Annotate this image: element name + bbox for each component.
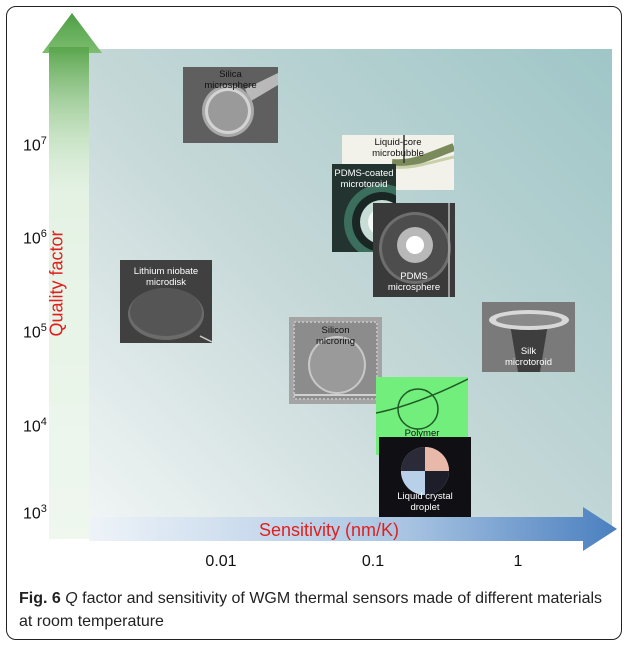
lithium-niobate-microdisk-image: Lithium niobate microdisk xyxy=(120,260,212,343)
caption-fig-number: Fig. 6 xyxy=(19,590,61,607)
silicon-microring-image: Silicon microring xyxy=(289,317,382,404)
liquid-core-microbubble-image: Liquid-core microbubble xyxy=(342,135,454,190)
x-axis-arrow xyxy=(89,507,617,551)
caption-q-symbol: Q xyxy=(65,590,78,607)
pdms-microsphere-label: PDMS microsphere xyxy=(387,271,441,293)
figure-caption: Fig. 6 Q factor and sensitivity of WGM t… xyxy=(19,587,609,633)
silica-microsphere-image: Silica microsphere xyxy=(183,67,278,143)
figure-frame: Quality factor Sensitivity (nm/K) 107 10… xyxy=(6,6,622,640)
caption-text: factor and sensitivity of WGM thermal se… xyxy=(19,590,603,630)
x-tick-0.1: 0.1 xyxy=(361,553,385,570)
y-tick-1e4: 104 xyxy=(23,416,47,436)
y-tick-1e3: 103 xyxy=(23,503,47,523)
y-axis-arrow-head xyxy=(42,13,102,53)
silica-microsphere-label: Silica microsphere xyxy=(204,69,257,91)
y-tick-1e7: 107 xyxy=(23,135,47,155)
pdms-microsphere-image: PDMS microsphere xyxy=(373,203,455,297)
liquid-core-microbubble-label: Liquid-core microbubble xyxy=(372,137,424,159)
silk-microtoroid-image: Silk microtoroid xyxy=(482,302,575,372)
x-tick-1: 1 xyxy=(513,553,523,570)
silk-microtoroid-label: Silk microtoroid xyxy=(505,346,552,368)
x-axis-label: Sensitivity (nm/K) xyxy=(259,520,400,540)
y-axis-label: Quality factor xyxy=(46,230,67,337)
liquid-crystal-droplet-label: Liquid crystal droplet xyxy=(397,491,453,513)
pdms-coated-microtoroid-label: PDMS-coated microtoroid xyxy=(334,168,394,190)
liquid-crystal-droplet-image: Liquid crystal droplet xyxy=(379,437,471,517)
silicon-microring-label: Silicon microring xyxy=(315,325,356,347)
y-tick-1e6: 106 xyxy=(23,228,47,248)
lithium-niobate-microdisk-label: Lithium niobate microdisk xyxy=(133,266,199,288)
y-tick-1e5: 105 xyxy=(23,322,47,342)
y-axis-arrow-shaft xyxy=(49,47,89,197)
x-tick-0.01: 0.01 xyxy=(205,553,237,570)
